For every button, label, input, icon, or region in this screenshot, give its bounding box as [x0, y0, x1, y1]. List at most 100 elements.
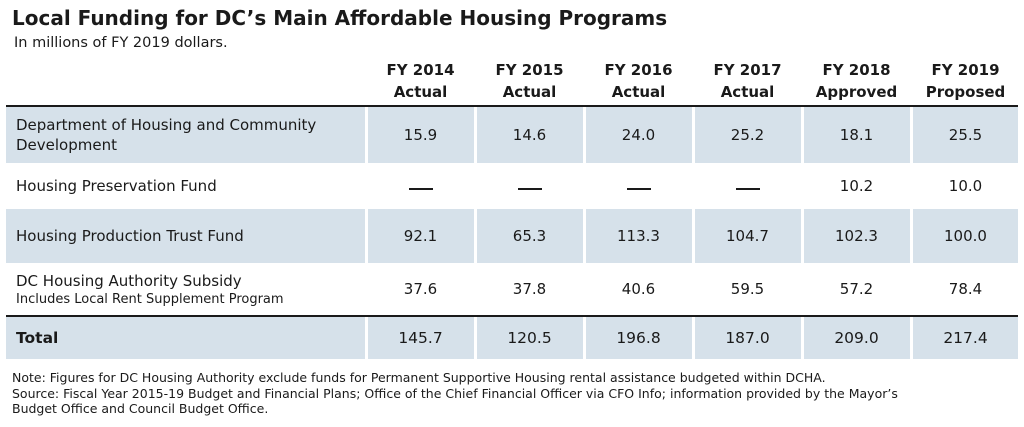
value-text: 10.2	[839, 177, 874, 195]
value-text: 10.0	[948, 177, 983, 195]
value-text: 196.8	[616, 329, 661, 347]
value-cell: 10.2	[802, 163, 911, 209]
source-text-line-2: Budget Office and Council Budget Office.	[12, 401, 269, 416]
row-label-text: Total	[16, 328, 58, 348]
value-text: 57.2	[839, 280, 874, 298]
value-text: 92.1	[403, 227, 438, 245]
value-text: 104.7	[726, 227, 769, 245]
column-divider	[583, 317, 586, 359]
value-cell: 104.7	[693, 209, 802, 263]
row-background	[6, 209, 1018, 263]
value-text: 217.4	[943, 329, 988, 347]
column-divider	[801, 107, 804, 163]
column-divider	[692, 317, 695, 359]
header-rule	[6, 105, 1018, 107]
total-value: 145.7	[366, 317, 475, 359]
note-text: Note: Figures for DC Housing Authority e…	[12, 370, 826, 385]
value-text: 24.0	[621, 126, 656, 144]
column-divider	[583, 107, 586, 163]
column-header-status: Actual	[611, 83, 666, 101]
value-text: 59.5	[730, 280, 765, 298]
column-header-year: FY 2014	[386, 61, 455, 79]
row-label-text: DC Housing Authority Subsidy Includes Loc…	[16, 271, 284, 308]
value-cell: 37.6	[366, 263, 475, 315]
value-text: 209.0	[834, 329, 879, 347]
value-cell	[584, 163, 693, 209]
no-data-dash	[408, 188, 433, 190]
row-label-line: Department of Housing and Community	[16, 116, 317, 134]
value-cell: 92.1	[366, 209, 475, 263]
table-header: FY 2014 Actual FY 2015 Actual FY 2016 Actual F…	[6, 56, 1018, 105]
value-cell: 14.6	[475, 107, 584, 163]
total-value: 187.0	[693, 317, 802, 359]
value-cell: 37.8	[475, 263, 584, 315]
value-text: 100.0	[944, 227, 987, 245]
column-divider	[365, 107, 368, 163]
no-data-dash	[517, 188, 542, 190]
total-row: Total 145.7 120.5 196.8 187.0 209.0 217.4	[6, 317, 1018, 359]
total-value: 196.8	[584, 317, 693, 359]
value-cell: 113.3	[584, 209, 693, 263]
table-row: Housing Preservation Fund 10.2 10.0	[6, 163, 1018, 209]
column-header: FY 2019 Proposed	[911, 56, 1020, 105]
value-cell: 18.1	[802, 107, 911, 163]
source-text-line-1: Source: Fiscal Year 2015-19 Budget and F…	[12, 385, 898, 401]
no-data-dash	[626, 188, 651, 190]
row-background	[6, 107, 1018, 163]
footnotes: Note: Figures for DC Housing Authority e…	[12, 370, 1012, 417]
value-cell: 24.0	[584, 107, 693, 163]
column-divider	[910, 317, 913, 359]
row-label: Housing Production Trust Fund	[6, 209, 366, 263]
value-cell: 25.5	[911, 107, 1020, 163]
column-divider	[474, 317, 477, 359]
column-header-status: Approved	[815, 83, 898, 101]
column-header: FY 2015 Actual	[475, 56, 584, 105]
funding-table: FY 2014 Actual FY 2015 Actual FY 2016 Actual F…	[6, 56, 1018, 359]
no-data-dash	[735, 188, 760, 190]
column-header: FY 2016 Actual	[584, 56, 693, 105]
column-divider	[583, 209, 586, 263]
value-cell: 57.2	[802, 263, 911, 315]
value-cell: 78.4	[911, 263, 1020, 315]
total-value: 217.4	[911, 317, 1020, 359]
row-label-text: Housing Preservation Fund	[16, 176, 217, 196]
column-divider	[474, 107, 477, 163]
table-row: DC Housing Authority Subsidy Includes Loc…	[6, 263, 1018, 315]
row-label: Housing Preservation Fund	[6, 163, 366, 209]
table-row: Housing Production Trust Fund 92.1 65.3 113…	[6, 209, 1018, 263]
value-cell: 102.3	[802, 209, 911, 263]
total-value: 209.0	[802, 317, 911, 359]
total-value: 120.5	[475, 317, 584, 359]
column-header-year: FY 2017	[713, 61, 782, 79]
value-cell: 40.6	[584, 263, 693, 315]
column-header: FY 2017 Actual	[693, 56, 802, 105]
value-cell	[693, 163, 802, 209]
column-header-year: FY 2018	[822, 61, 891, 79]
value-text: 40.6	[621, 280, 656, 298]
value-text: 18.1	[839, 126, 874, 144]
column-header-year: FY 2019	[931, 61, 1000, 79]
column-header-status: Actual	[720, 83, 775, 101]
column-divider	[365, 209, 368, 263]
column-divider	[801, 317, 804, 359]
column-header-status: Actual	[393, 83, 448, 101]
row-label: Total	[6, 317, 366, 359]
column-divider	[910, 107, 913, 163]
column-header-year: FY 2015	[495, 61, 564, 79]
value-cell: 59.5	[693, 263, 802, 315]
column-header-status: Proposed	[925, 83, 1006, 101]
row-label-line: Total	[16, 329, 59, 347]
value-text: 25.2	[730, 126, 765, 144]
value-text: 65.3	[512, 227, 547, 245]
chart-title: Local Funding for DC’s Main Affordable H…	[12, 6, 668, 30]
value-cell: 65.3	[475, 209, 584, 263]
value-cell	[475, 163, 584, 209]
value-text: 102.3	[835, 227, 878, 245]
value-cell: 100.0	[911, 209, 1020, 263]
value-cell	[366, 163, 475, 209]
total-rule	[6, 315, 1018, 317]
row-label-line: Housing Production Trust Fund	[16, 227, 244, 245]
column-divider	[692, 107, 695, 163]
column-header: FY 2014 Actual	[366, 56, 475, 105]
value-text: 15.9	[403, 126, 438, 144]
